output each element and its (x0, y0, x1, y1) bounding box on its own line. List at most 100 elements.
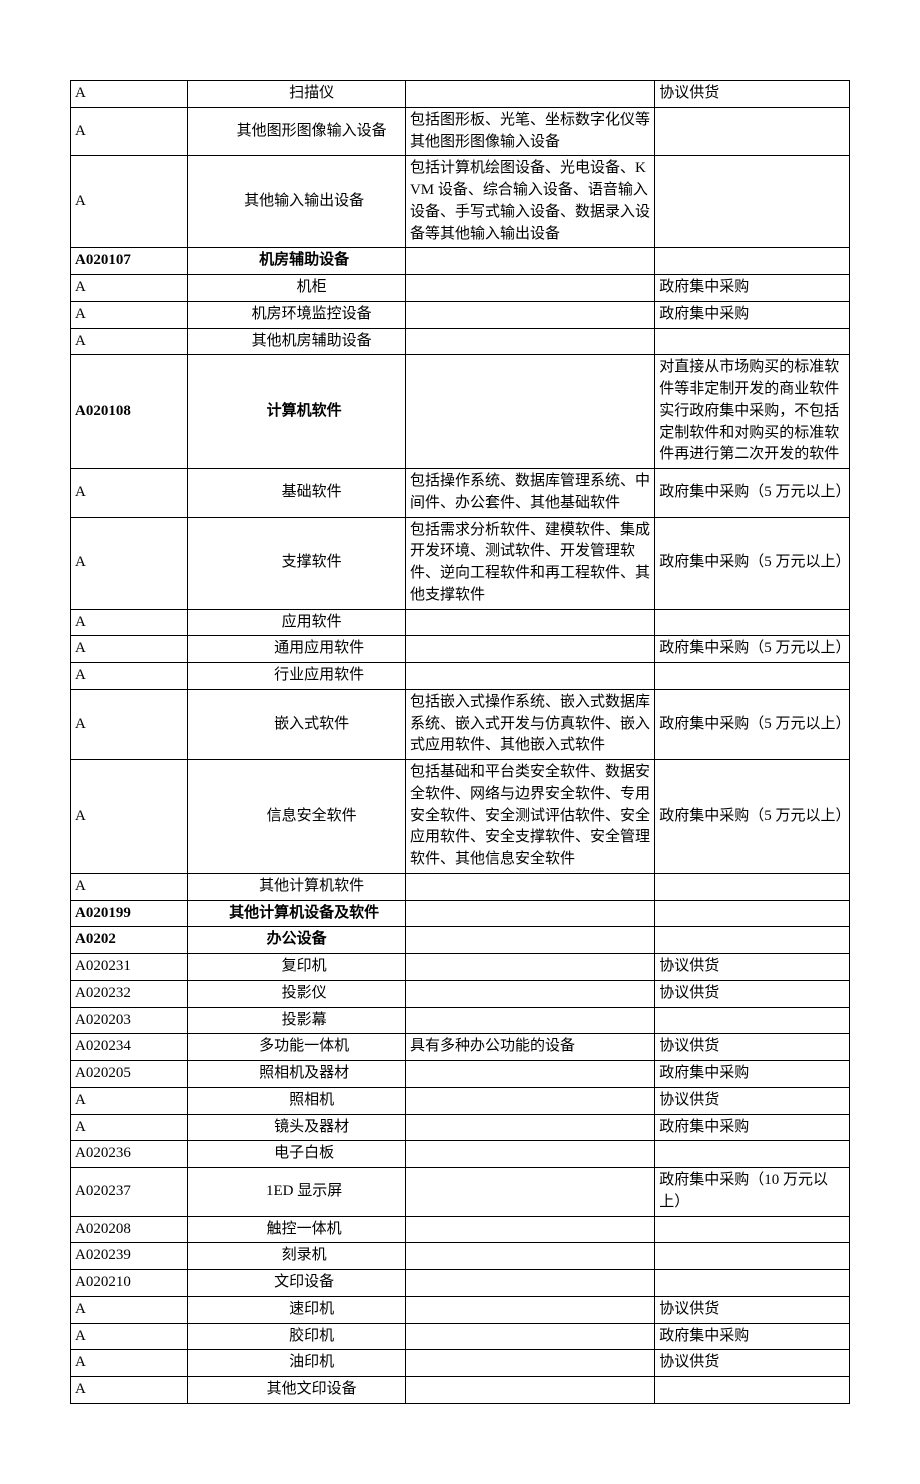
remark-cell: 协议供货 (655, 1087, 850, 1114)
desc-cell (405, 1087, 654, 1114)
code-cell: A (71, 1087, 188, 1114)
name-cell: 机柜 (187, 275, 405, 302)
desc-cell (405, 873, 654, 900)
desc-cell (405, 1270, 654, 1297)
code-cell: A (71, 873, 188, 900)
desc-cell (405, 328, 654, 355)
name-cell: 应用软件 (187, 609, 405, 636)
desc-cell (405, 275, 654, 302)
code-cell: A020108 (71, 355, 188, 469)
remark-cell: 政府集中采购（5 万元以上） (655, 469, 850, 518)
remark-cell (655, 248, 850, 275)
remark-cell (655, 1377, 850, 1404)
remark-cell: 协议供货 (655, 81, 850, 108)
name-cell: 扫描仪 (187, 81, 405, 108)
remark-cell: 政府集中采购（5 万元以上） (655, 636, 850, 663)
remark-cell (655, 873, 850, 900)
name-cell: 文印设备 (187, 1270, 405, 1297)
desc-cell (405, 900, 654, 927)
table-row: A照相机 协议供货 (71, 1087, 850, 1114)
code-cell: A (71, 1377, 188, 1404)
remark-cell: 协议供货 (655, 1296, 850, 1323)
table-row: A020236电子白板 (71, 1141, 850, 1168)
name-cell: 机房辅助设备 (187, 248, 405, 275)
name-cell: 复印机 (187, 954, 405, 981)
table-row: A020203投影幕 (71, 1007, 850, 1034)
code-cell: A (71, 156, 188, 248)
remark-cell (655, 900, 850, 927)
remark-cell: 政府集中采购 (655, 1323, 850, 1350)
code-cell: A (71, 760, 188, 874)
desc-cell (405, 1007, 654, 1034)
name-cell: 1ED 显示屏 (187, 1168, 405, 1217)
code-cell: A020203 (71, 1007, 188, 1034)
table-row: A020107机房辅助设备 (71, 248, 850, 275)
table-row: A其他机房辅助设备 (71, 328, 850, 355)
table-row: A应用软件 (71, 609, 850, 636)
desc-cell (405, 81, 654, 108)
code-cell: A (71, 469, 188, 518)
name-cell: 其他计算机设备及软件 (187, 900, 405, 927)
name-cell: 速印机 (187, 1296, 405, 1323)
name-cell: 基础软件 (187, 469, 405, 518)
catalog-table: A扫描仪协议供货A其他图形图像输入设备包括图形板、光笔、坐标数字化仪等其他图形图… (70, 80, 850, 1404)
code-cell: A (71, 107, 188, 156)
name-cell: 投影幕 (187, 1007, 405, 1034)
table-row: A支撑软件包括需求分析软件、建模软件、集成开发环境、测试软件、开发管理软件、逆向… (71, 517, 850, 609)
remark-cell: 协议供货 (655, 954, 850, 981)
name-cell: 照相机及器材 (187, 1061, 405, 1088)
name-cell: 其他输入输出设备 (187, 156, 405, 248)
desc-cell (405, 1061, 654, 1088)
code-cell: A020208 (71, 1216, 188, 1243)
name-cell: 投影仪 (187, 980, 405, 1007)
remark-cell: 政府集中采购 (655, 275, 850, 302)
desc-cell (405, 1296, 654, 1323)
desc-cell (405, 1168, 654, 1217)
remark-cell (655, 663, 850, 690)
desc-cell (405, 301, 654, 328)
name-cell: 触控一体机 (187, 1216, 405, 1243)
code-cell: A020210 (71, 1270, 188, 1297)
table-row: A020231复印机 协议供货 (71, 954, 850, 981)
name-cell: 其他文印设备 (187, 1377, 405, 1404)
desc-cell (405, 1323, 654, 1350)
code-cell: A (71, 1114, 188, 1141)
table-row: A其他计算机软件 (71, 873, 850, 900)
desc-cell (405, 355, 654, 469)
table-row: A胶印机政府集中采购 (71, 1323, 850, 1350)
code-cell: A0202 (71, 927, 188, 954)
desc-cell (405, 1141, 654, 1168)
table-row: A油印机协议供货 (71, 1350, 850, 1377)
code-cell: A (71, 275, 188, 302)
name-cell: 其他计算机软件 (187, 873, 405, 900)
name-cell: 嵌入式软件 (187, 689, 405, 759)
desc-cell: 包括基础和平台类安全软件、数据安全软件、网络与边界安全软件、专用安全软件、安全测… (405, 760, 654, 874)
desc-cell (405, 636, 654, 663)
code-cell: A (71, 636, 188, 663)
remark-cell: 协议供货 (655, 980, 850, 1007)
table-row: A机柜 政府集中采购 (71, 275, 850, 302)
name-cell: 办公设备 (187, 927, 405, 954)
table-row: A其他输入输出设备包括计算机绘图设备、光电设备、KVM 设备、综合输入设备、语音… (71, 156, 850, 248)
table-row: A020234多功能一体机具有多种办公功能的设备协议供货 (71, 1034, 850, 1061)
name-cell: 机房环境监控设备 (187, 301, 405, 328)
table-row: A镜头及器材政府集中采购 (71, 1114, 850, 1141)
table-row: A扫描仪 协议供货 (71, 81, 850, 108)
code-cell: A020231 (71, 954, 188, 981)
code-cell: A020237 (71, 1168, 188, 1217)
remark-cell (655, 156, 850, 248)
name-cell: 照相机 (187, 1087, 405, 1114)
code-cell: A (71, 663, 188, 690)
table-row: A020239刻录机 (71, 1243, 850, 1270)
name-cell: 通用应用软件 (187, 636, 405, 663)
code-cell: A (71, 689, 188, 759)
remark-cell (655, 1141, 850, 1168)
table-row: A0202371ED 显示屏政府集中采购（10 万元以上） (71, 1168, 850, 1217)
desc-cell: 包括需求分析软件、建模软件、集成开发环境、测试软件、开发管理软件、逆向工程软件和… (405, 517, 654, 609)
code-cell: A (71, 81, 188, 108)
remark-cell (655, 107, 850, 156)
remark-cell: 协议供货 (655, 1034, 850, 1061)
desc-cell (405, 663, 654, 690)
table-row: A通用应用软件 政府集中采购（5 万元以上） (71, 636, 850, 663)
desc-cell: 包括计算机绘图设备、光电设备、KVM 设备、综合输入设备、语音输入设备、手写式输… (405, 156, 654, 248)
